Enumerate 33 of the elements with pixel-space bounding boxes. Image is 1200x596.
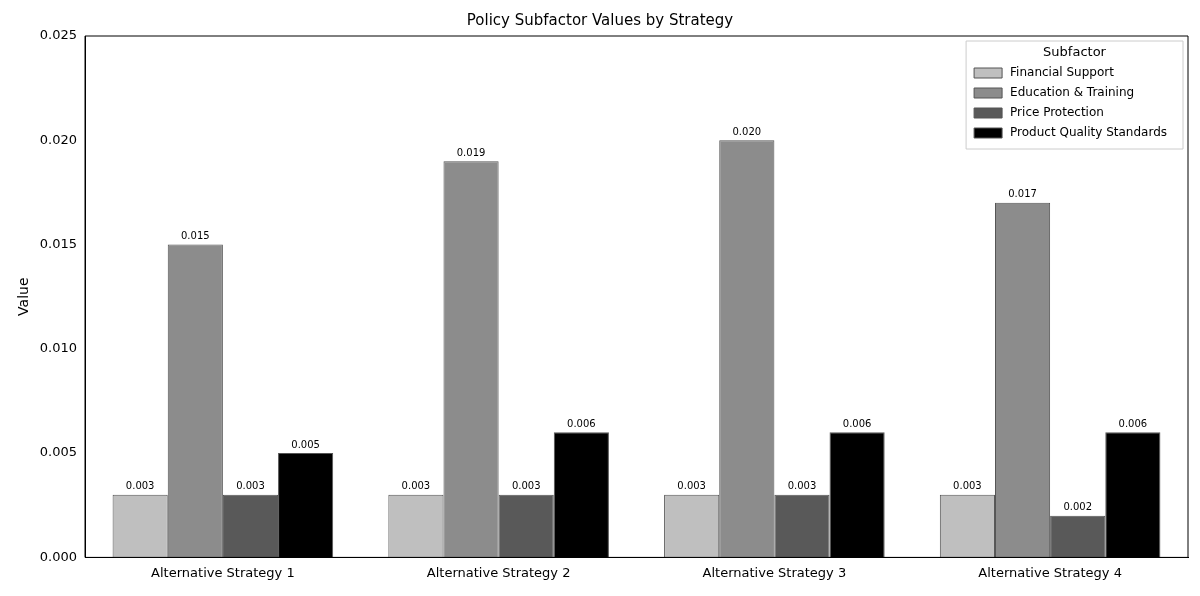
data-label: 0.005 <box>291 438 320 450</box>
x-tick-label: Alternative Strategy 2 <box>426 564 571 580</box>
data-label: 0.006 <box>567 417 596 429</box>
y-tick-label: 0.000 <box>39 548 78 564</box>
y-axis-title: Value <box>15 277 32 316</box>
data-label: 0.006 <box>842 417 872 429</box>
y-tick-label: 0.025 <box>39 27 78 43</box>
data-label: 0.006 <box>1118 417 1148 429</box>
data-label: 0.003 <box>401 480 431 492</box>
data-label: 0.003 <box>787 480 817 492</box>
x-tick-label: Alternative Strategy 1 <box>151 564 295 580</box>
x-tick-label: Alternative Strategy 3 <box>702 564 847 580</box>
legend-label: Price Protection <box>1010 105 1104 120</box>
data-label: 0.015 <box>180 230 210 242</box>
data-label: 0.002 <box>1063 501 1093 513</box>
data-label: 0.003 <box>236 480 265 492</box>
legend-label: Education & Training <box>1010 85 1135 100</box>
data-label: 0.020 <box>732 125 762 137</box>
y-tick-label: 0.015 <box>39 235 78 251</box>
x-tick-label: Alternative Strategy 4 <box>978 564 1122 580</box>
data-label: 0.003 <box>511 480 541 492</box>
data-label: 0.003 <box>125 480 155 492</box>
data-label: 0.003 <box>953 480 982 492</box>
data-label: 0.003 <box>677 480 706 492</box>
chart-title: Policy Subfactor Values by Strategy <box>466 10 734 29</box>
data-label: 0.019 <box>456 146 486 158</box>
legend-label: Financial Support <box>1010 65 1115 80</box>
data-label: 0.017 <box>1008 188 1037 200</box>
y-tick-label: 0.010 <box>39 340 78 356</box>
legend-label: Product Quality Standards <box>1010 125 1168 140</box>
y-tick-label: 0.020 <box>39 131 78 147</box>
legend-title: Subfactor <box>1043 44 1107 60</box>
y-tick-label: 0.005 <box>39 444 78 460</box>
